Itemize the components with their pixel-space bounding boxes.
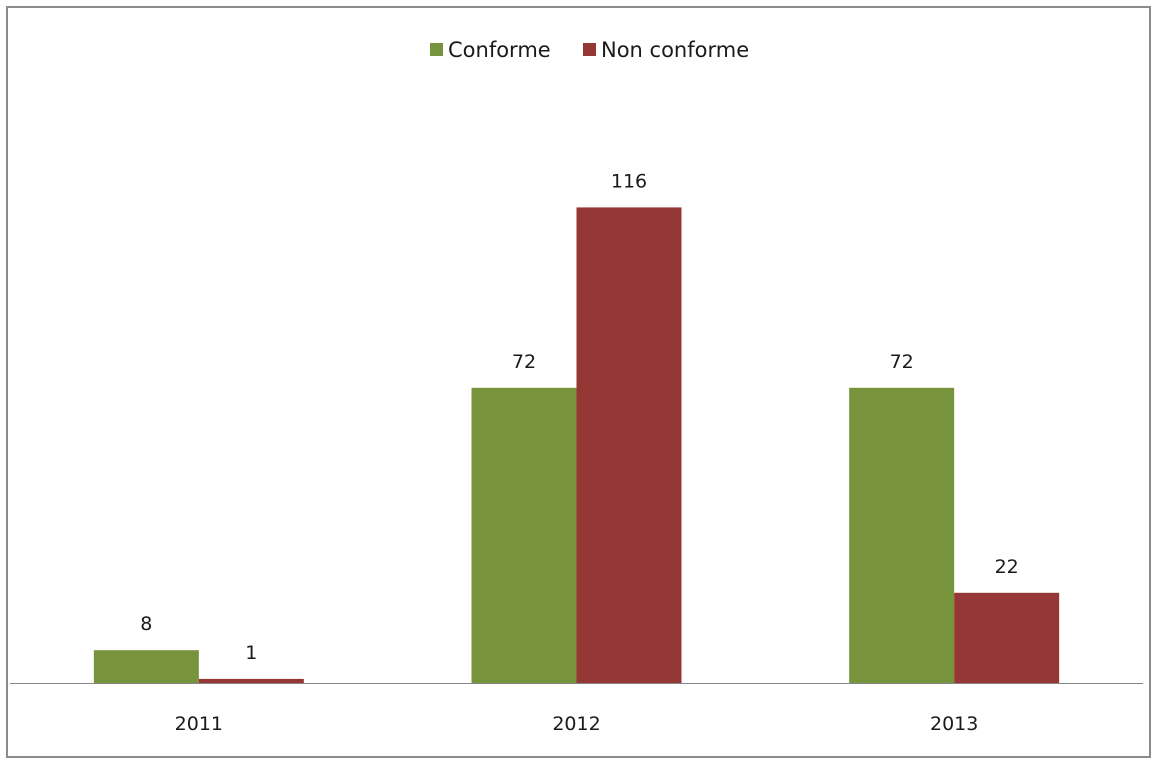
data-label-non-conforme-2013: 22 [995, 556, 1019, 578]
legend-label-conforme: Conforme [448, 38, 551, 62]
data-label-conforme-2013: 72 [890, 351, 914, 373]
bar-non-conforme-2013 [954, 592, 1060, 683]
data-label-conforme-2012: 72 [512, 351, 536, 373]
data-label-non-conforme-2012: 116 [611, 170, 647, 192]
bar-non-conforme-2011 [198, 678, 304, 683]
bar-conforme-2012 [471, 387, 577, 683]
x-tick-label-2011: 2011 [175, 713, 223, 735]
bar-non-conforme-2012 [576, 207, 682, 683]
x-tick-labels: 2011 2012 2013 [175, 713, 979, 735]
legend: Conforme Non conforme [430, 38, 749, 62]
x-tick-label-2012: 2012 [552, 713, 600, 735]
legend-label-non-conforme: Non conforme [601, 38, 749, 62]
legend-swatch-conforme [430, 43, 443, 56]
bar-conforme-2013 [849, 387, 955, 683]
x-tick-label-2013: 2013 [930, 713, 978, 735]
bars [93, 207, 1060, 683]
data-label-non-conforme-2011: 1 [245, 642, 257, 664]
legend-swatch-non-conforme [583, 43, 596, 56]
data-label-conforme-2011: 8 [140, 613, 152, 635]
bar-conforme-2011 [93, 650, 199, 683]
data-labels: 8 1 72 116 72 22 [140, 170, 1018, 664]
